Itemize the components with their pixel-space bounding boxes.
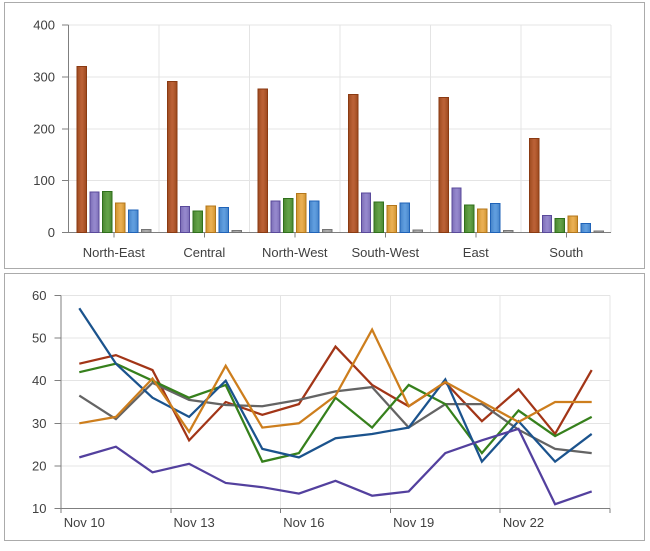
- svg-text:40: 40: [32, 373, 46, 388]
- svg-text:300: 300: [33, 69, 55, 84]
- svg-text:Nov 13: Nov 13: [173, 515, 214, 530]
- svg-text:East: East: [463, 245, 489, 260]
- svg-text:North-West: North-West: [262, 245, 328, 260]
- svg-text:20: 20: [32, 458, 46, 473]
- svg-text:60: 60: [32, 288, 46, 303]
- svg-text:Nov 16: Nov 16: [283, 515, 324, 530]
- svg-text:10: 10: [32, 501, 46, 516]
- svg-text:Nov 22: Nov 22: [503, 515, 544, 530]
- svg-text:North-East: North-East: [83, 245, 146, 260]
- svg-text:Central: Central: [183, 245, 225, 260]
- svg-text:0: 0: [48, 225, 55, 240]
- svg-text:South-West: South-West: [351, 245, 419, 260]
- svg-text:South: South: [549, 245, 583, 260]
- svg-text:Nov 19: Nov 19: [393, 515, 434, 530]
- svg-text:200: 200: [33, 121, 55, 136]
- svg-text:Nov 10: Nov 10: [64, 515, 105, 530]
- svg-text:100: 100: [33, 173, 55, 188]
- svg-text:30: 30: [32, 416, 46, 431]
- svg-text:400: 400: [33, 18, 55, 33]
- svg-text:50: 50: [32, 331, 46, 346]
